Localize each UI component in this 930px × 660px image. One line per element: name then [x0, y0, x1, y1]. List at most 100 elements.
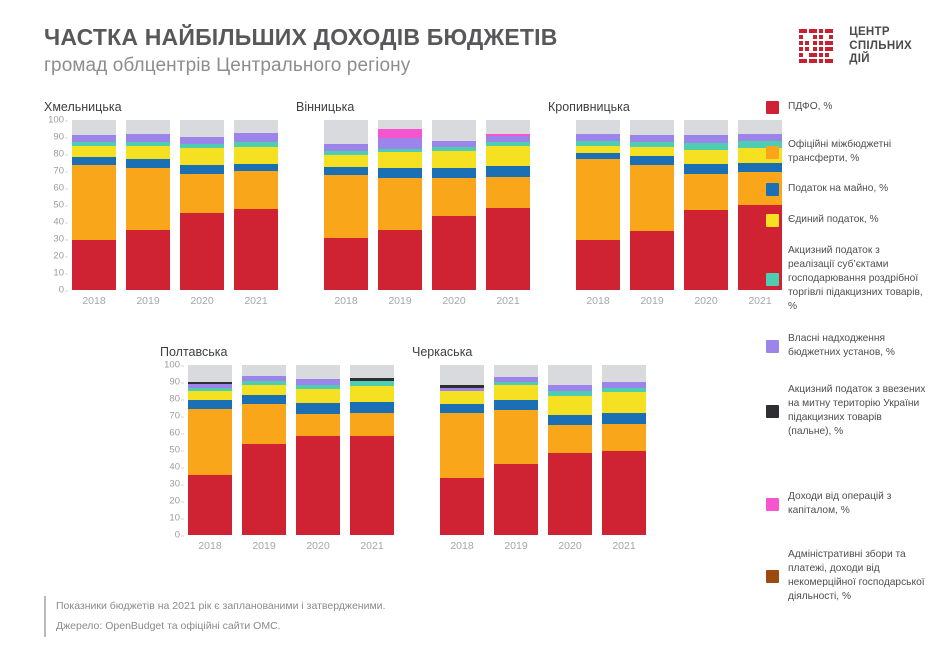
- bar-segment-other[interactable]: [234, 120, 278, 133]
- legend-item-single_tax[interactable]: Єдиний податок, %: [766, 213, 926, 227]
- bar-segment-pdfo[interactable]: [486, 207, 530, 290]
- bar-segment-excise_retail[interactable]: [630, 142, 674, 148]
- bar-segment-own_receipts[interactable]: [72, 135, 116, 143]
- bar-segment-own_receipts[interactable]: [494, 376, 538, 383]
- bar-segment-single_tax[interactable]: [350, 386, 394, 403]
- bar-segment-property_tax[interactable]: [440, 404, 484, 414]
- bar-segment-pdfo[interactable]: [378, 229, 422, 290]
- bar-segment-own_receipts[interactable]: [738, 133, 782, 142]
- bar-segment-single_tax[interactable]: [242, 384, 286, 395]
- bar-segment-pdfo[interactable]: [350, 435, 394, 535]
- bar-segment-property_tax[interactable]: [296, 403, 340, 415]
- bar-column[interactable]: [180, 120, 224, 290]
- bar-segment-property_tax[interactable]: [350, 402, 394, 413]
- bar-segment-other[interactable]: [378, 120, 422, 129]
- stacked-bar[interactable]: [494, 365, 538, 535]
- bar-segment-transfers[interactable]: [440, 413, 484, 479]
- bar-segment-pdfo[interactable]: [72, 239, 116, 290]
- bar-column[interactable]: [684, 120, 728, 290]
- bar-segment-excise_retail[interactable]: [242, 381, 286, 385]
- bar-segment-property_tax[interactable]: [738, 162, 782, 172]
- bar-segment-excise_retail[interactable]: [296, 384, 340, 389]
- bar-segment-transfers[interactable]: [350, 412, 394, 436]
- bar-column[interactable]: [486, 120, 530, 290]
- bar-segment-other[interactable]: [242, 365, 286, 377]
- legend-item-excise_import[interactable]: Акцизний податок з ввезених на митну тер…: [766, 383, 926, 439]
- bar-segment-pdfo[interactable]: [296, 436, 340, 535]
- bar-segment-pdfo[interactable]: [180, 212, 224, 290]
- bar-segment-own_receipts[interactable]: [126, 134, 170, 143]
- bar-column[interactable]: [378, 120, 422, 290]
- bar-segment-single_tax[interactable]: [324, 154, 368, 167]
- bar-column[interactable]: [188, 365, 232, 535]
- bar-segment-transfers[interactable]: [180, 174, 224, 213]
- bar-segment-single_tax[interactable]: [378, 152, 422, 169]
- bar-segment-pdfo[interactable]: [494, 463, 538, 535]
- bar-segment-property_tax[interactable]: [242, 394, 286, 405]
- bar-segment-excise_retail[interactable]: [548, 391, 592, 396]
- bar-segment-own_receipts[interactable]: [440, 387, 484, 392]
- bar-segment-single_tax[interactable]: [188, 390, 232, 400]
- bar-segment-own_receipts[interactable]: [324, 143, 368, 152]
- bar-column[interactable]: [494, 365, 538, 535]
- bar-segment-excise_retail[interactable]: [72, 142, 116, 147]
- bar-segment-transfers[interactable]: [432, 177, 476, 217]
- bar-segment-own_receipts[interactable]: [630, 135, 674, 143]
- bar-segment-pdfo[interactable]: [602, 450, 646, 535]
- stacked-bar[interactable]: [72, 120, 116, 290]
- stacked-bar[interactable]: [576, 120, 620, 290]
- legend-item-admin_fees[interactable]: Адміністративні збори та платежі, доходи…: [766, 548, 926, 604]
- bar-segment-own_receipts[interactable]: [378, 137, 422, 149]
- bar-segment-transfers[interactable]: [378, 177, 422, 230]
- bar-segment-other[interactable]: [180, 120, 224, 138]
- stacked-bar[interactable]: [180, 120, 224, 290]
- bar-segment-single_tax[interactable]: [630, 147, 674, 156]
- bar-segment-excise_import[interactable]: [188, 382, 232, 384]
- bar-segment-own_receipts[interactable]: [234, 132, 278, 143]
- bar-segment-pdfo[interactable]: [684, 210, 728, 290]
- bar-segment-pdfo[interactable]: [630, 230, 674, 290]
- bar-segment-single_tax[interactable]: [296, 388, 340, 404]
- stacked-bar[interactable]: [548, 365, 592, 535]
- bar-segment-own_receipts[interactable]: [684, 135, 728, 143]
- bar-segment-excise_retail[interactable]: [378, 148, 422, 153]
- bar-segment-pdfo[interactable]: [440, 478, 484, 535]
- bar-column[interactable]: [324, 120, 368, 290]
- bar-segment-pdfo[interactable]: [234, 209, 278, 290]
- bar-segment-excise_retail[interactable]: [188, 387, 232, 391]
- bar-segment-excise_retail[interactable]: [684, 142, 728, 150]
- bar-segment-property_tax[interactable]: [188, 399, 232, 410]
- bar-segment-single_tax[interactable]: [494, 385, 538, 400]
- bar-segment-other[interactable]: [630, 120, 674, 136]
- bar-segment-own_receipts[interactable]: [188, 383, 232, 388]
- bar-column[interactable]: [234, 120, 278, 290]
- bar-segment-excise_retail[interactable]: [738, 141, 782, 149]
- bar-segment-single_tax[interactable]: [576, 146, 620, 154]
- bar-column[interactable]: [548, 365, 592, 535]
- bar-segment-property_tax[interactable]: [494, 399, 538, 411]
- bar-segment-single_tax[interactable]: [684, 149, 728, 165]
- bar-segment-transfers[interactable]: [494, 410, 538, 464]
- bar-column[interactable]: [242, 365, 286, 535]
- bar-segment-own_receipts[interactable]: [486, 136, 530, 143]
- bar-segment-other[interactable]: [72, 120, 116, 136]
- bar-segment-other[interactable]: [296, 365, 340, 379]
- bar-segment-other[interactable]: [126, 120, 170, 135]
- stacked-bar[interactable]: [242, 365, 286, 535]
- bar-column[interactable]: [296, 365, 340, 535]
- bar-segment-excise_import[interactable]: [440, 385, 484, 388]
- stacked-bar[interactable]: [602, 365, 646, 535]
- bar-column[interactable]: [350, 365, 394, 535]
- bar-segment-transfers[interactable]: [602, 423, 646, 451]
- bar-segment-excise_retail[interactable]: [432, 147, 476, 152]
- bar-segment-property_tax[interactable]: [72, 157, 116, 166]
- bar-segment-pdfo[interactable]: [126, 229, 170, 290]
- legend-item-transfers[interactable]: Офіційні міжбюджетні трансферти, %: [766, 138, 926, 166]
- bar-segment-property_tax[interactable]: [548, 415, 592, 425]
- bar-segment-single_tax[interactable]: [234, 147, 278, 165]
- legend-item-excise_retail[interactable]: Акцизний податок з реалізації суб’єктами…: [766, 244, 926, 314]
- bar-segment-transfers[interactable]: [576, 159, 620, 240]
- bar-segment-other[interactable]: [432, 120, 476, 142]
- stacked-bar[interactable]: [296, 365, 340, 535]
- stacked-bar[interactable]: [350, 365, 394, 535]
